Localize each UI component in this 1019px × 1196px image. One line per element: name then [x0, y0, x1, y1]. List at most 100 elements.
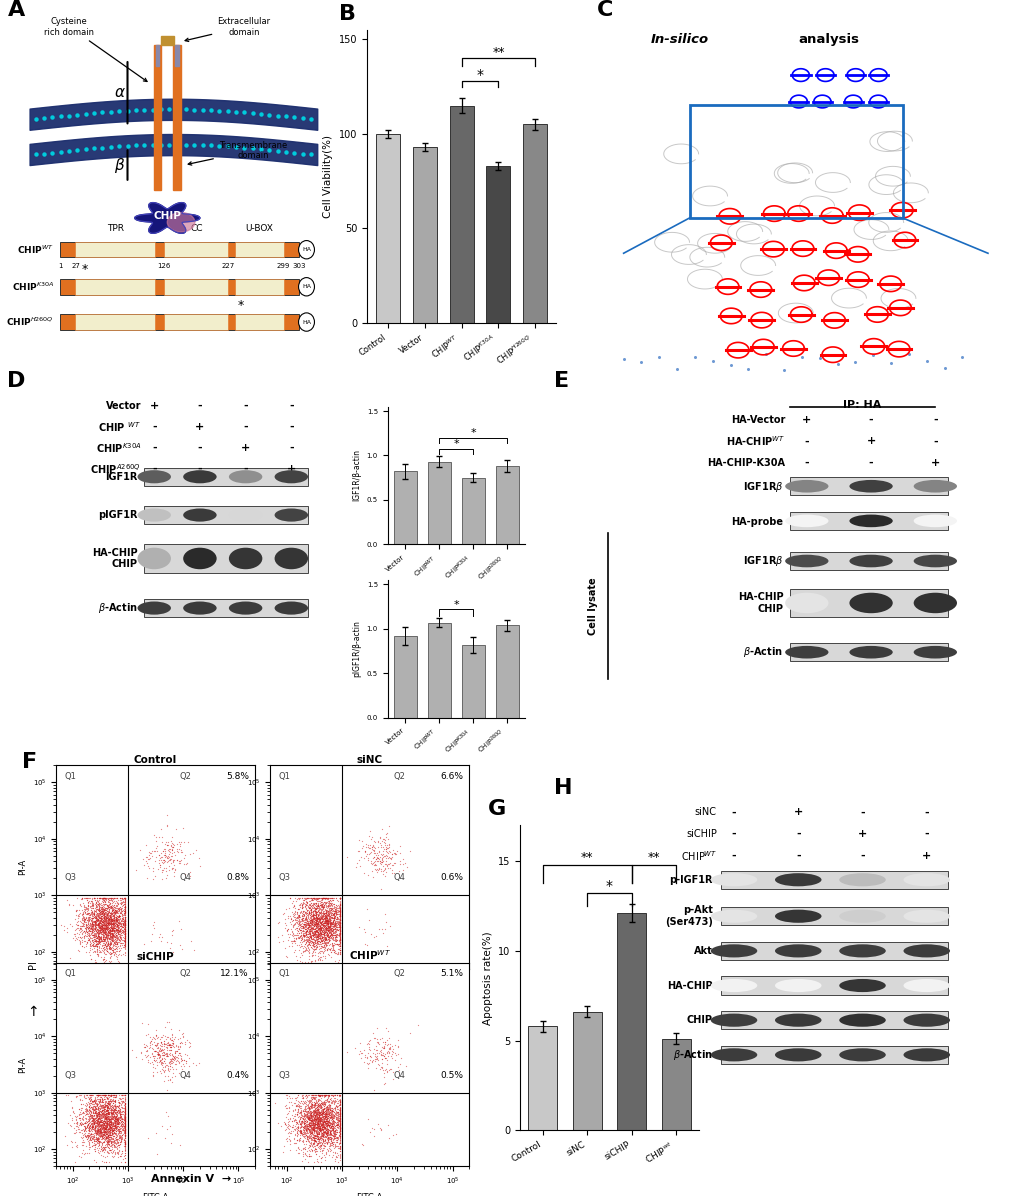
Ellipse shape — [849, 593, 892, 614]
Point — [90, 932, 106, 951]
Point — [102, 914, 118, 933]
Point — [299, 936, 315, 956]
Point — [312, 1094, 328, 1113]
Point — [313, 936, 329, 956]
Point — [105, 1105, 121, 1124]
Point — [319, 911, 335, 930]
Point — [309, 932, 325, 951]
Point — [331, 1109, 347, 1128]
Point — [280, 1093, 297, 1112]
Point — [105, 1121, 121, 1140]
Point — [90, 1100, 106, 1119]
Point — [98, 945, 114, 964]
Point — [318, 913, 334, 932]
Point — [324, 938, 340, 957]
Point — [293, 1111, 310, 1130]
Point — [294, 921, 311, 940]
Point — [320, 915, 336, 934]
Point — [290, 907, 307, 926]
Point — [330, 1136, 346, 1155]
Point — [321, 1100, 337, 1119]
Point — [304, 1096, 320, 1115]
Point — [315, 1111, 331, 1130]
Point — [164, 837, 180, 856]
Point — [321, 1133, 337, 1152]
Point — [329, 1121, 345, 1140]
Point — [325, 1124, 341, 1143]
Point — [326, 1086, 342, 1105]
Point — [100, 1100, 116, 1119]
Point — [150, 1043, 166, 1062]
Point — [312, 907, 328, 926]
Point — [325, 921, 341, 940]
Point — [99, 1090, 115, 1109]
Point — [306, 1110, 322, 1129]
Point — [109, 921, 125, 940]
Point — [290, 1106, 307, 1125]
Point — [328, 1106, 344, 1125]
Point — [315, 919, 331, 938]
Point — [106, 942, 122, 962]
Point — [109, 913, 125, 932]
Point — [100, 1125, 116, 1145]
Point — [304, 1111, 320, 1130]
Point — [313, 1122, 329, 1141]
Point — [319, 1096, 335, 1115]
Point — [78, 1117, 95, 1136]
Point — [305, 927, 321, 946]
Point — [311, 889, 327, 908]
Point — [65, 1102, 82, 1121]
Point — [331, 1113, 347, 1133]
Point — [294, 917, 311, 936]
Point — [323, 1122, 339, 1141]
Point — [100, 921, 116, 940]
Point — [103, 1125, 119, 1145]
Point — [327, 1129, 343, 1148]
Point — [323, 1107, 339, 1127]
Point — [58, 1086, 74, 1105]
Point — [328, 908, 344, 927]
Point — [170, 1037, 186, 1056]
Point — [154, 853, 170, 872]
Point — [115, 1098, 131, 1117]
Point — [106, 1118, 122, 1137]
Point — [110, 1111, 126, 1130]
Point — [298, 909, 314, 928]
Point — [309, 1100, 325, 1119]
Point — [301, 1100, 317, 1119]
Point — [302, 907, 318, 926]
Point — [115, 913, 131, 932]
Point — [331, 1098, 347, 1117]
Point — [153, 1032, 169, 1051]
Point — [97, 1122, 113, 1141]
Point — [99, 941, 115, 960]
Point — [297, 920, 313, 939]
Point — [299, 915, 315, 934]
Point — [320, 1116, 336, 1135]
Point — [273, 925, 289, 944]
Point — [103, 916, 119, 935]
Point — [313, 1092, 329, 1111]
Point — [309, 1119, 325, 1139]
Point — [87, 1112, 103, 1131]
Point — [171, 1037, 187, 1056]
Point — [102, 938, 118, 957]
Point — [317, 1117, 333, 1136]
Text: -: - — [731, 807, 736, 817]
Text: Q1: Q1 — [64, 969, 75, 978]
Point — [318, 1097, 334, 1116]
Point — [81, 892, 97, 911]
Point — [93, 919, 109, 938]
Point — [90, 1105, 106, 1124]
Point — [98, 903, 114, 922]
Point — [117, 928, 133, 947]
Point — [308, 1145, 324, 1164]
Point — [86, 901, 102, 920]
Point — [145, 1046, 161, 1066]
Point — [97, 919, 113, 938]
Point — [75, 1128, 92, 1147]
Text: 227: 227 — [222, 263, 234, 269]
Point — [113, 904, 129, 923]
Point — [142, 1048, 158, 1067]
Point — [90, 903, 106, 922]
